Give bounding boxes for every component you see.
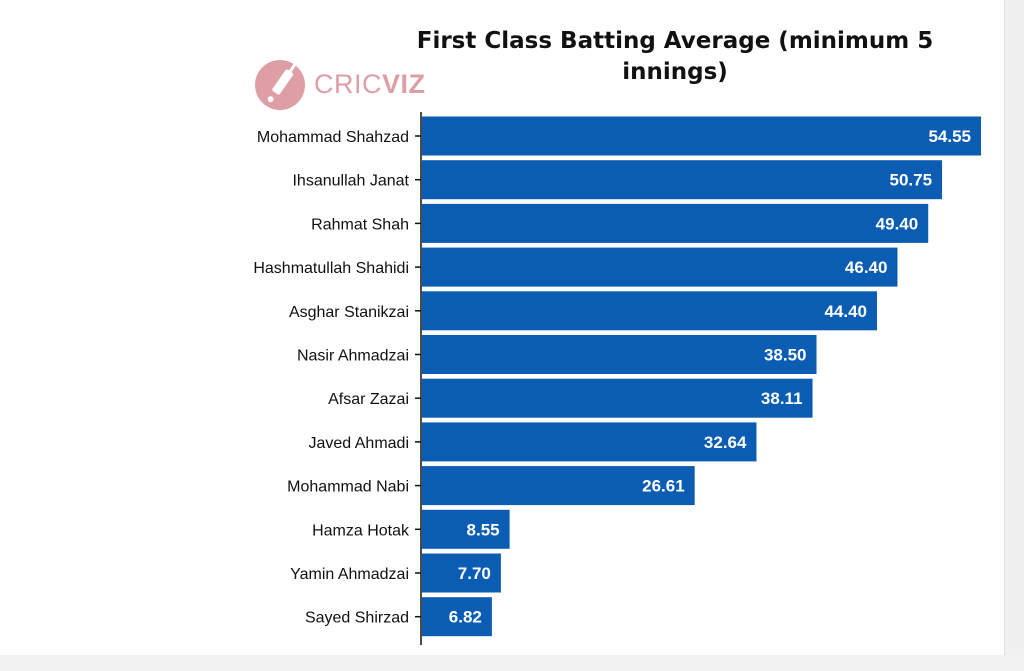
bar — [422, 597, 492, 637]
category-label: Rahmat Shah — [311, 216, 409, 233]
cricviz-logo: CRICVIZ — [254, 56, 425, 116]
category-label: Afsar Zazai — [328, 391, 409, 408]
bar-value-label: 6.82 — [449, 608, 482, 627]
category-label: Nasir Ahmadzai — [297, 348, 409, 365]
bar-value-label: 46.40 — [845, 258, 888, 277]
bar-chart: Mohammad Shahzad 54.55 Ihsanullah Janat 50.… — [253, 112, 981, 645]
category-label: Yamin Ahmadzai — [290, 566, 409, 583]
category-label: Ihsanullah Janat — [292, 173, 409, 190]
bar — [422, 335, 817, 374]
bar-value-label: 7.70 — [458, 564, 491, 583]
bar — [422, 509, 510, 549]
category-label: Hashmatullah Shahidi — [253, 260, 409, 277]
category-label: Asghar Stanikzai — [289, 304, 409, 321]
bar — [422, 422, 757, 462]
bar — [422, 466, 695, 506]
bar — [422, 247, 898, 287]
bar — [422, 291, 877, 331]
bar — [422, 116, 981, 156]
bar — [422, 378, 813, 418]
bar-value-label: 38.11 — [761, 389, 803, 408]
bar — [422, 553, 501, 593]
category-label: Hamza Hotak — [312, 522, 410, 539]
bar-value-label: 26.61 — [642, 477, 685, 496]
frame-right-edge — [1004, 0, 1024, 671]
logo-wordmark-suffix: VIZ — [382, 69, 426, 99]
category-label: Mohammad Nabi — [287, 479, 409, 496]
category-label: Sayed Shirzad — [305, 610, 409, 627]
category-label: Javed Ahmadi — [308, 435, 409, 452]
category-label: Mohammad Shahzad — [257, 129, 409, 146]
bar-value-label: 38.50 — [764, 346, 807, 365]
cricket-bat-logo-icon — [255, 60, 305, 110]
logo-wordmark-prefix: CRIC — [314, 69, 382, 99]
bar-value-label: 8.55 — [467, 520, 500, 539]
bar — [422, 203, 929, 243]
logo-wordmark: CRICVIZ — [314, 69, 426, 100]
bar-value-label: 44.40 — [824, 302, 867, 321]
frame-bottom-edge — [0, 655, 1024, 671]
bar-value-label: 50.75 — [890, 171, 933, 190]
bar — [422, 160, 943, 200]
chart-title: First Class Batting Average (minimum 5 i… — [416, 28, 934, 85]
bar-value-label: 54.55 — [928, 127, 971, 146]
bar-value-label: 32.64 — [704, 433, 747, 452]
bar-value-label: 49.40 — [876, 214, 919, 233]
